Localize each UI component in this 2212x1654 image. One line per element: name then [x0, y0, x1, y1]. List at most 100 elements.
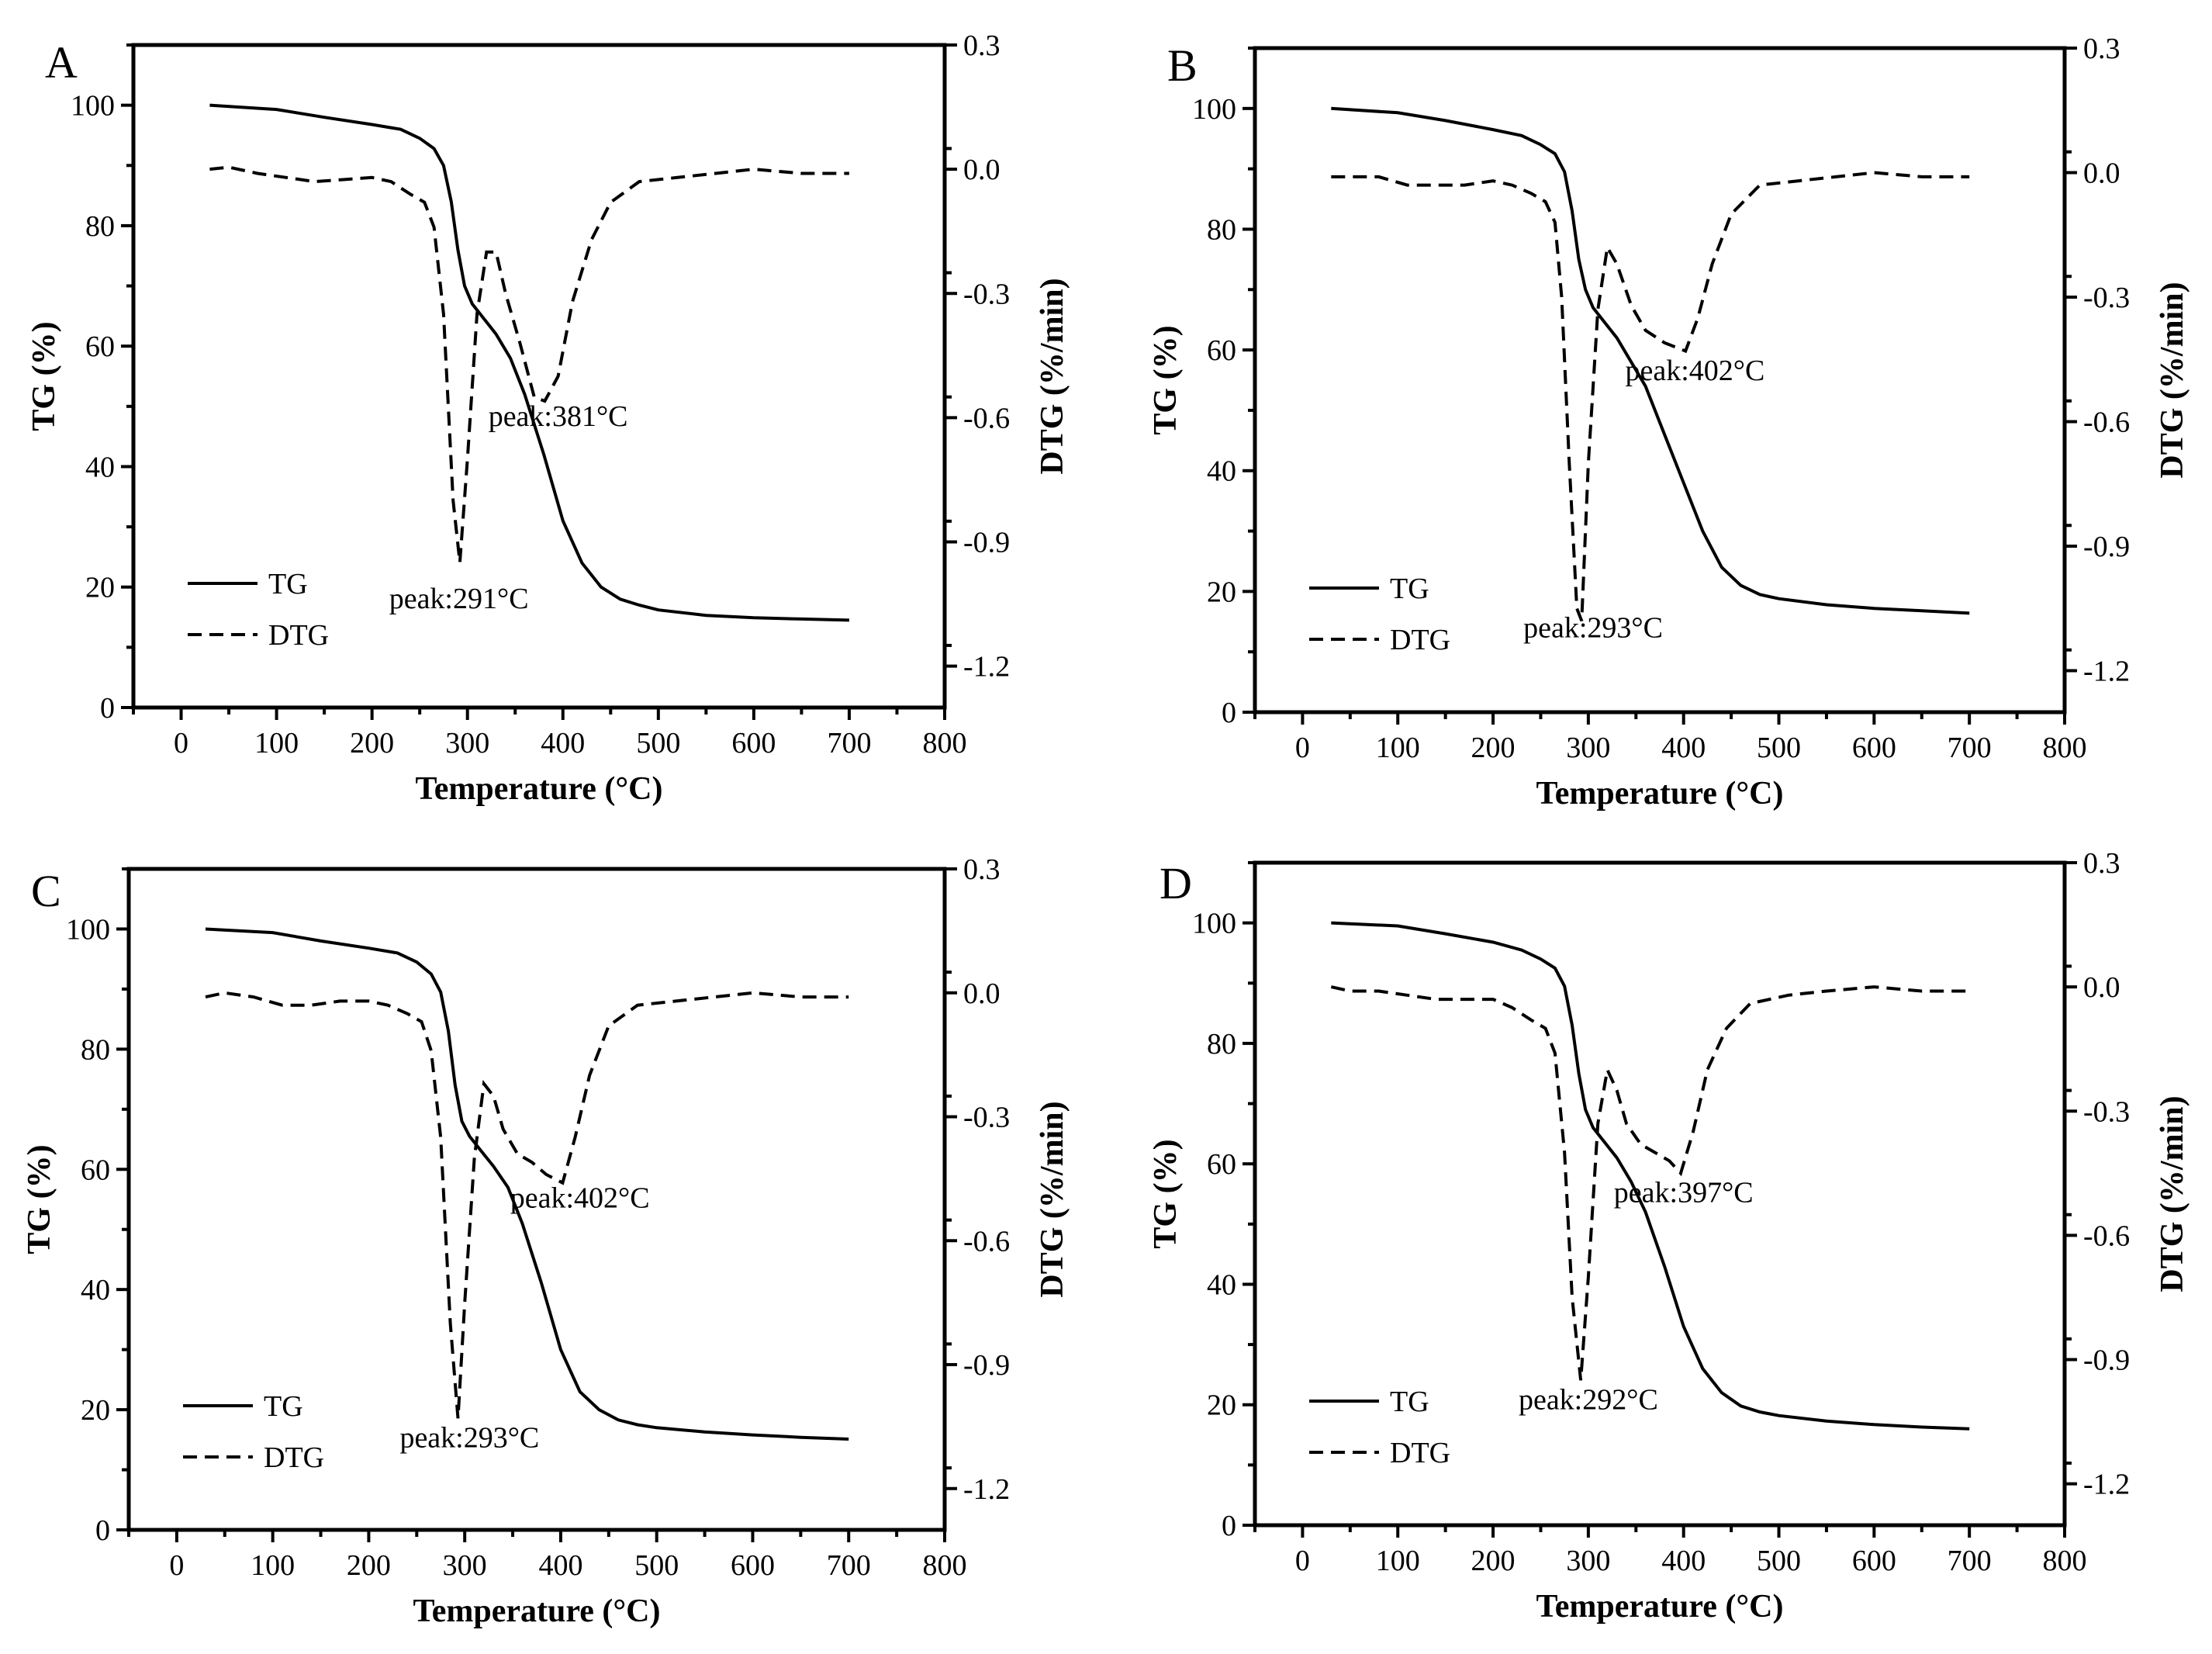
x-tick-label: 400: [538, 1549, 582, 1582]
y-tick-label: 80: [1207, 213, 1236, 246]
x-axis-title: Temperature (°C): [1536, 1589, 1784, 1625]
y2-axis-title: DTG (%/min): [2155, 1095, 2190, 1292]
dtg-series-line: [209, 165, 849, 563]
y2-axis-title: DTG (%/min): [1035, 278, 1070, 474]
x-tick-label: 600: [731, 1549, 775, 1582]
legend-tg-label: TG: [1390, 573, 1429, 605]
x-tick-label: 300: [443, 1549, 487, 1582]
y2-tick-label: 0.0: [2083, 157, 2120, 190]
x-tick-label: 300: [1566, 732, 1610, 764]
x-tick-label: 600: [1852, 732, 1896, 764]
tg-series-line: [1331, 106, 1970, 615]
x-tick-label: 600: [731, 727, 776, 760]
y-tick-label: 0: [1222, 697, 1236, 729]
y2-tick-label: 0.3: [2083, 847, 2120, 880]
y2-tick-label: -0.6: [2083, 1220, 2130, 1252]
y-tick-label: 100: [1192, 93, 1236, 126]
panel-label: C: [31, 866, 61, 916]
chart-panel-a: A 0 100 200 300 400 500 600 700 800 0 20 40 60 80 100 0.…: [26, 29, 1070, 807]
chart-panel-b: B 0 100 200 300 400 500 600 700 800 0 20 40 60 80 100 0.…: [1148, 33, 2190, 811]
x-tick-label: 500: [1757, 732, 1801, 764]
y-axis-title: TG (%): [26, 321, 62, 431]
y2-tick-label: 0.3: [2083, 33, 2120, 65]
y2-tick-label: 0.0: [2083, 971, 2120, 1004]
x-axis-title: Temperature (°C): [416, 771, 663, 807]
x-tick-label: 700: [1948, 732, 1992, 764]
plot-frame: [1253, 46, 2067, 715]
y-tick-label: 40: [81, 1274, 110, 1306]
y-axis-title: TG (%): [22, 1144, 57, 1254]
peak-annotation: peak:402°C: [510, 1182, 650, 1215]
y-tick-label: 60: [1207, 1148, 1236, 1181]
y2-tick-label: -0.3: [2083, 1095, 2130, 1128]
y-tick-label: 60: [85, 330, 115, 363]
y2-tick-label: -1.2: [963, 1473, 1010, 1506]
peak-annotation: peak:293°C: [399, 1422, 539, 1455]
x-tick-label: 800: [2043, 732, 2087, 764]
y-tick-label: 20: [81, 1394, 110, 1427]
x-axis-title: Temperature (°C): [1536, 776, 1784, 811]
y-tick-label: 100: [66, 913, 110, 946]
peak-annotation: peak:293°C: [1523, 612, 1663, 645]
panel-label: D: [1160, 858, 1192, 908]
y-axis-title: TG (%): [1148, 325, 1184, 434]
chart-panel-c: C 0 100 200 300 400 500 600 700 800 0 20 40 60 80 100 0.…: [22, 853, 1070, 1629]
peak-annotation: peak:292°C: [1519, 1384, 1658, 1417]
x-tick-label: 700: [1948, 1545, 1992, 1577]
chart-panel-d: D 0 100 200 300 400 500 600 700 800 0 20 40 60 80 100 0.…: [1148, 847, 2190, 1625]
y2-axis-title: DTG (%/min): [1035, 1101, 1070, 1297]
y-axis-title: TG (%): [1148, 1139, 1184, 1248]
x-tick-label: 200: [1471, 1545, 1516, 1577]
x-tick-label: 500: [634, 1549, 679, 1582]
y2-tick-label: -0.3: [963, 278, 1010, 310]
x-tick-label: 700: [827, 1549, 871, 1582]
y2-tick-label: 0.3: [963, 853, 1001, 886]
y2-tick-label: -0.6: [963, 402, 1010, 434]
y2-tick-label: 0.0: [963, 154, 1001, 186]
y-tick-label: 60: [81, 1154, 110, 1186]
plot-frame: [126, 867, 947, 1532]
y-tick-label: 80: [1207, 1028, 1236, 1061]
y2-tick-label: -1.2: [2083, 656, 2130, 688]
panel-label: B: [1167, 40, 1198, 91]
peak-annotation: peak:381°C: [489, 400, 628, 433]
y2-tick-label: -1.2: [2083, 1469, 2130, 1501]
y-tick-label: 80: [85, 210, 115, 243]
y2-tick-label: -1.2: [963, 651, 1010, 683]
x-tick-label: 200: [347, 1549, 391, 1582]
legend-dtg-label: DTG: [1390, 1437, 1450, 1469]
y-tick-label: 0: [1222, 1510, 1236, 1542]
x-tick-label: 0: [174, 727, 188, 760]
y-tick-label: 40: [1207, 1268, 1236, 1301]
y2-tick-label: -0.3: [963, 1102, 1010, 1134]
x-tick-label: 300: [445, 727, 489, 760]
y2-tick-label: -0.3: [2083, 282, 2130, 314]
legend-dtg-label: DTG: [264, 1441, 324, 1474]
x-tick-label: 200: [350, 727, 394, 760]
y-tick-label: 20: [1207, 576, 1236, 608]
y-tick-label: 60: [1207, 334, 1236, 367]
x-tick-label: 0: [169, 1549, 184, 1582]
plot-frame: [131, 43, 947, 710]
dtg-series-line: [1330, 985, 1970, 1381]
y-tick-label: 20: [1207, 1389, 1236, 1422]
y2-tick-label: -0.9: [963, 1349, 1010, 1382]
x-tick-label: 0: [1295, 732, 1310, 764]
legend-tg-label: TG: [1390, 1386, 1429, 1418]
y2-tick-label: -0.9: [2083, 531, 2130, 563]
x-tick-label: 100: [1376, 1545, 1420, 1577]
tg-series-line: [1331, 921, 1970, 1431]
y2-tick-label: 0.0: [963, 978, 1001, 1010]
y2-tick-label: -0.6: [2083, 407, 2130, 439]
x-tick-label: 400: [1661, 1545, 1706, 1577]
y2-tick-label: -0.9: [963, 527, 1010, 559]
x-tick-label: 800: [923, 727, 967, 760]
x-tick-label: 600: [1852, 1545, 1896, 1577]
legend-dtg-label: DTG: [1390, 624, 1450, 656]
y-tick-label: 80: [81, 1033, 110, 1066]
legend-dtg-label: DTG: [268, 619, 329, 652]
x-tick-label: 300: [1566, 1545, 1610, 1577]
x-tick-label: 100: [254, 727, 299, 760]
x-tick-label: 700: [827, 727, 871, 760]
